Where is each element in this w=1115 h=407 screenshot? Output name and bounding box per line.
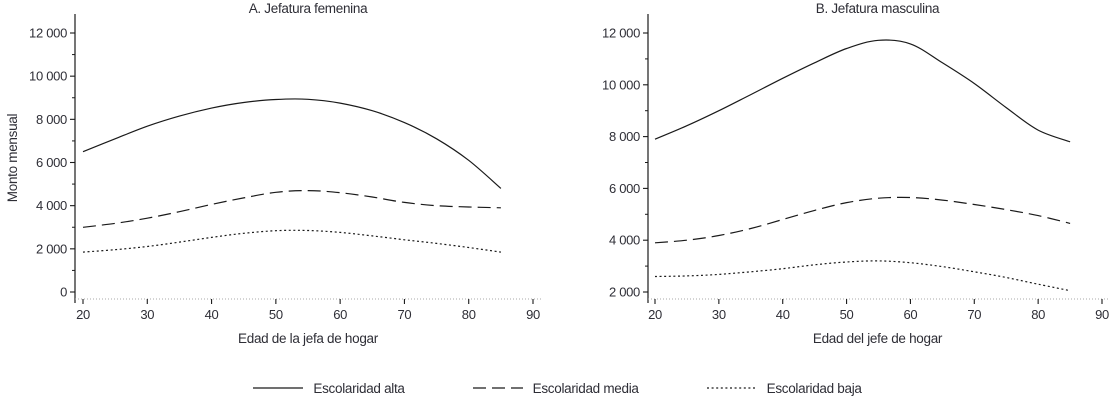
- svg-text:70: 70: [967, 307, 981, 322]
- svg-text:20: 20: [648, 307, 662, 322]
- series-line-escolaridad-media: [82, 189, 501, 228]
- series-line-escolaridad-baja: [654, 260, 1071, 292]
- svg-text:50: 50: [269, 307, 283, 322]
- panel-a-title: A. Jefatura femenina: [248, 1, 368, 16]
- series-line-escolaridad-baja: [82, 229, 501, 253]
- x-axis: 20 30 40 50 60 70 80 90: [648, 298, 1109, 322]
- svg-text:60: 60: [333, 307, 347, 322]
- svg-text:4 000: 4 000: [609, 233, 640, 248]
- legend-item-escolaridad-baja: Escolaridad baja: [706, 380, 862, 396]
- legend-label-escolaridad-alta: Escolaridad alta: [313, 380, 405, 396]
- chart-panel-jefatura-masculina: 2 000 4 000 6 000 8 000 10 000 12 000 20 30 40 50…: [602, 14, 1109, 322]
- svg-text:8 000: 8 000: [609, 129, 640, 144]
- svg-text:90: 90: [1095, 307, 1109, 322]
- svg-text:2 000: 2 000: [36, 241, 67, 256]
- legend-item-escolaridad-media: Escolaridad media: [472, 380, 639, 396]
- svg-text:80: 80: [462, 307, 476, 322]
- legend-solid-line-sample: [253, 387, 304, 389]
- svg-text:50: 50: [840, 307, 854, 322]
- y-axis: 0 2 000 4 000 6 000 8 000 10 000 12 000: [29, 14, 76, 303]
- svg-text:12 000: 12 000: [602, 26, 640, 41]
- panel-a-xaxis-label: Edad de la jefa de hogar: [238, 331, 378, 346]
- series-line-escolaridad-alta: [654, 39, 1071, 143]
- svg-text:40: 40: [776, 307, 790, 322]
- svg-text:12 000: 12 000: [29, 26, 67, 41]
- legend-dotted-line-sample: [706, 387, 757, 389]
- svg-text:30: 30: [712, 307, 726, 322]
- svg-text:70: 70: [397, 307, 411, 322]
- svg-text:90: 90: [526, 307, 540, 322]
- svg-text:10 000: 10 000: [29, 69, 67, 84]
- svg-text:80: 80: [1031, 307, 1045, 322]
- svg-text:30: 30: [140, 307, 154, 322]
- legend-item-escolaridad-alta: Escolaridad alta: [253, 380, 405, 396]
- series-line-escolaridad-media: [654, 196, 1071, 244]
- y-axis: 2 000 4 000 6 000 8 000 10 000 12 000: [602, 14, 649, 303]
- chart-panel-jefatura-femenina: 0 2 000 4 000 6 000 8 000 10 000 12 000 20 30 40 5…: [29, 14, 541, 322]
- legend-label-escolaridad-baja: Escolaridad baja: [766, 380, 862, 396]
- legend-label-escolaridad-media: Escolaridad media: [532, 380, 639, 396]
- svg-text:0: 0: [60, 285, 67, 300]
- svg-text:6 000: 6 000: [609, 181, 640, 196]
- chart-legend: Escolaridad alta Escolaridad media Escol…: [0, 374, 1115, 402]
- series-line-escolaridad-alta: [82, 98, 502, 189]
- panel-b-title: B. Jefatura masculina: [815, 1, 940, 16]
- svg-text:2 000: 2 000: [609, 285, 640, 300]
- legend-long-dash-line-sample: [472, 387, 523, 389]
- svg-text:6 000: 6 000: [36, 155, 67, 170]
- svg-text:60: 60: [903, 307, 917, 322]
- svg-text:4 000: 4 000: [36, 198, 67, 213]
- x-axis: 20 30 40 50 60 70 80 90: [75, 298, 541, 322]
- panel-b-xaxis-label: Edad del jefe de hogar: [812, 331, 943, 346]
- svg-text:40: 40: [205, 307, 219, 322]
- svg-text:20: 20: [76, 307, 90, 322]
- svg-text:10 000: 10 000: [602, 77, 640, 92]
- svg-text:8 000: 8 000: [36, 112, 67, 127]
- panel-a-yaxis-label: Monto mensual: [5, 113, 20, 203]
